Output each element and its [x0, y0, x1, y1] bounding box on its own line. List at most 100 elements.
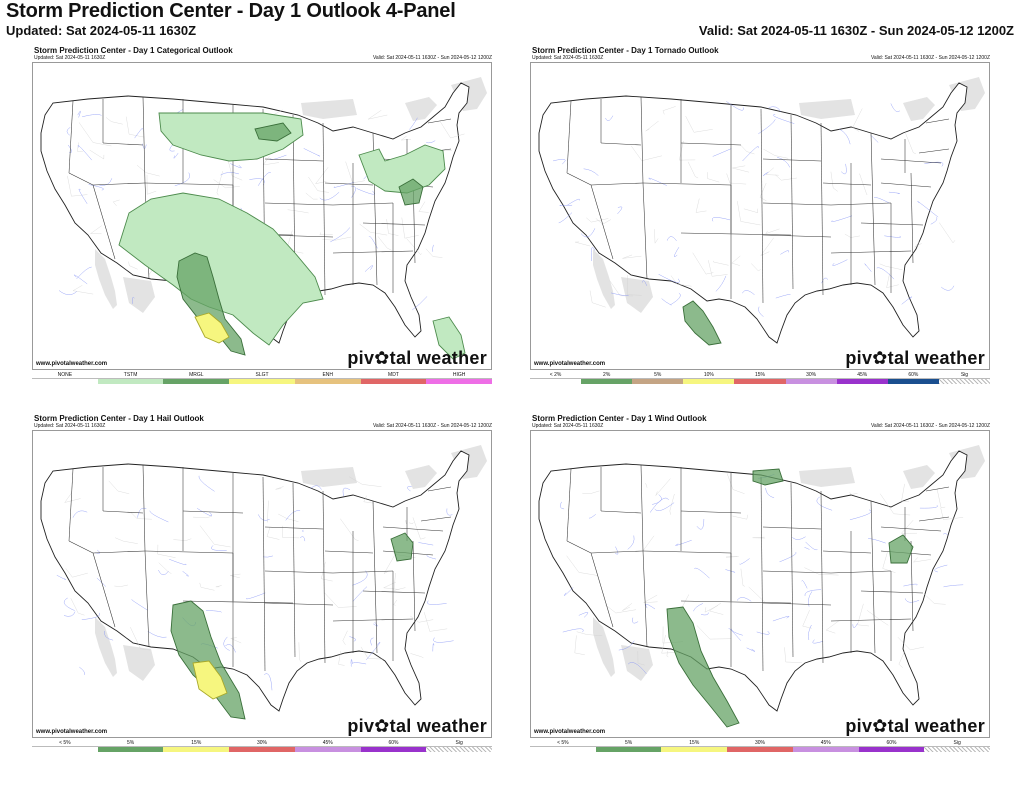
legend-item: < 5% — [32, 740, 98, 754]
legend-item: 30% — [229, 740, 295, 754]
legend-label: MDT — [388, 372, 399, 378]
us-outline — [538, 82, 968, 344]
legend-swatch — [683, 378, 735, 384]
mrgl-area-texas — [176, 252, 246, 356]
legend-item: SLGT — [229, 372, 295, 386]
outlook-panel-2: Storm Prediction Center - Day 1 Tornado … — [530, 46, 990, 392]
panel-title: Storm Prediction Center - Day 1 Wind Out… — [532, 414, 707, 423]
us-outline — [40, 82, 470, 344]
panel-valid-time: Valid: Sat 2024-05-11 1630Z - Sun 2024-0… — [372, 55, 492, 61]
map-view[interactable]: www.pivotalweather.com piv✿tal weather — [530, 430, 990, 738]
legend-swatch — [530, 378, 582, 384]
state-lines — [68, 464, 452, 672]
legend-item: MRGL — [163, 372, 230, 386]
panel-valid-time: Valid: Sat 2024-05-11 1630Z - Sun 2024-0… — [372, 423, 492, 429]
legend-swatch — [595, 746, 662, 752]
legend-swatch — [792, 746, 859, 752]
legend-label: 15% — [191, 740, 202, 746]
legend-item: < 5% — [530, 740, 596, 754]
tstm-area-north — [158, 112, 304, 162]
legend-label: MRGL — [189, 372, 204, 378]
legend-item: NONE — [32, 372, 98, 386]
page-title: Storm Prediction Center - Day 1 Outlook … — [6, 0, 456, 22]
hail-5pct-area-texas — [170, 600, 246, 720]
legend-swatch — [294, 378, 361, 384]
legend-label: Sig — [455, 740, 463, 746]
legend-label: TSTM — [123, 372, 138, 378]
tstm-area-great-lakes — [358, 144, 446, 194]
legend-swatch — [97, 746, 164, 752]
outlook-panel-3: Storm Prediction Center - Day 1 Hail Out… — [32, 414, 493, 760]
map-view[interactable]: www.pivotalweather.com piv✿tal weather — [32, 62, 492, 370]
outlook-panel-4: Storm Prediction Center - Day 1 Wind Out… — [530, 414, 991, 760]
state-lines — [68, 96, 452, 304]
source-url: www.pivotalweather.com — [534, 361, 606, 367]
neighbor-land — [799, 467, 855, 487]
legend-item: 15% — [734, 372, 786, 386]
neighbor-land — [123, 277, 155, 313]
legend-label: 45% — [322, 740, 333, 746]
legend-swatch — [734, 378, 786, 384]
neighbor-land — [593, 617, 615, 677]
hail-5pct-area-ohio — [390, 532, 414, 562]
source-url: www.pivotalweather.com — [534, 729, 606, 735]
panel-updated-time: Updated: Sat 2024-05-11 1630Z — [34, 423, 106, 429]
panel-valid-time: Valid: Sat 2024-05-11 1630Z - Sun 2024-0… — [870, 423, 990, 429]
panel-title: Storm Prediction Center - Day 1 Tornado … — [532, 46, 719, 55]
legend-label: 60% — [908, 372, 919, 378]
map-view[interactable]: www.pivotalweather.com piv✿tal weather — [530, 62, 990, 370]
state-lines — [566, 464, 950, 672]
legend-label: < 2% — [549, 372, 562, 378]
legend-item: 45% — [836, 372, 888, 386]
source-url: www.pivotalweather.com — [36, 361, 108, 367]
neighbor-land — [301, 467, 357, 487]
map-view[interactable]: www.pivotalweather.com piv✿tal weather — [32, 430, 492, 738]
legend-label: 30% — [755, 740, 766, 746]
neighbor-land — [301, 99, 357, 119]
tstm-area-plains — [118, 192, 324, 346]
mrgl-area-ohio — [398, 178, 424, 206]
legend-swatch — [858, 746, 925, 752]
legend-swatch — [581, 378, 633, 384]
legend-item: 5% — [97, 740, 164, 754]
legend-label: 30% — [257, 740, 268, 746]
panel-title: Storm Prediction Center - Day 1 Categori… — [34, 46, 233, 55]
legend-item: 60% — [360, 740, 427, 754]
legend-swatch — [727, 746, 793, 752]
outlook-panel-1: Storm Prediction Center - Day 1 Categori… — [32, 46, 493, 392]
legend-item: Sig — [938, 372, 990, 386]
neighbor-land — [405, 97, 437, 121]
risk-legend: NONE TSTM MRGL SLGT ENH MDT HIGH — [32, 372, 493, 386]
us-map — [531, 63, 989, 369]
legend-swatch — [32, 378, 98, 384]
legend-item: 15% — [661, 740, 728, 754]
legend-item: 30% — [727, 740, 793, 754]
neighbor-land — [405, 465, 437, 489]
legend-swatch — [294, 746, 361, 752]
legend-item: < 2% — [530, 372, 582, 386]
neighbor-land — [123, 645, 155, 681]
legend-label: 5% — [624, 740, 633, 746]
legend-label: < 5% — [557, 740, 569, 746]
legend-item: MDT — [360, 372, 427, 386]
us-outline — [40, 450, 470, 712]
road-lines — [56, 475, 454, 691]
neighbor-land — [95, 617, 117, 677]
wind-5pct-area-texas — [666, 606, 740, 728]
legend-swatch — [530, 746, 596, 752]
page-updated-time: Updated: Sat 2024-05-11 1630Z — [6, 23, 197, 38]
legend-item: 10% — [683, 372, 735, 386]
risk-legend: < 2% 2% 5% 10% 15% 30% 45% 60% Sig — [530, 372, 990, 386]
source-url: www.pivotalweather.com — [36, 729, 108, 735]
risk-legend: < 5% 5% 15% 30% 45% 60% Sig — [530, 740, 991, 754]
legend-swatch — [163, 378, 230, 384]
legend-item: 45% — [792, 740, 859, 754]
legend-item: 5% — [595, 740, 662, 754]
legend-label: 30% — [806, 372, 817, 378]
legend-label: 2% — [603, 372, 611, 378]
page-valid-time: Valid: Sat 2024-05-11 1630Z - Sun 2024-0… — [698, 23, 1014, 38]
neighbor-land — [593, 249, 615, 309]
legend-label: 5% — [654, 372, 662, 378]
legend-swatch — [97, 378, 164, 384]
legend-item: TSTM — [97, 372, 164, 386]
